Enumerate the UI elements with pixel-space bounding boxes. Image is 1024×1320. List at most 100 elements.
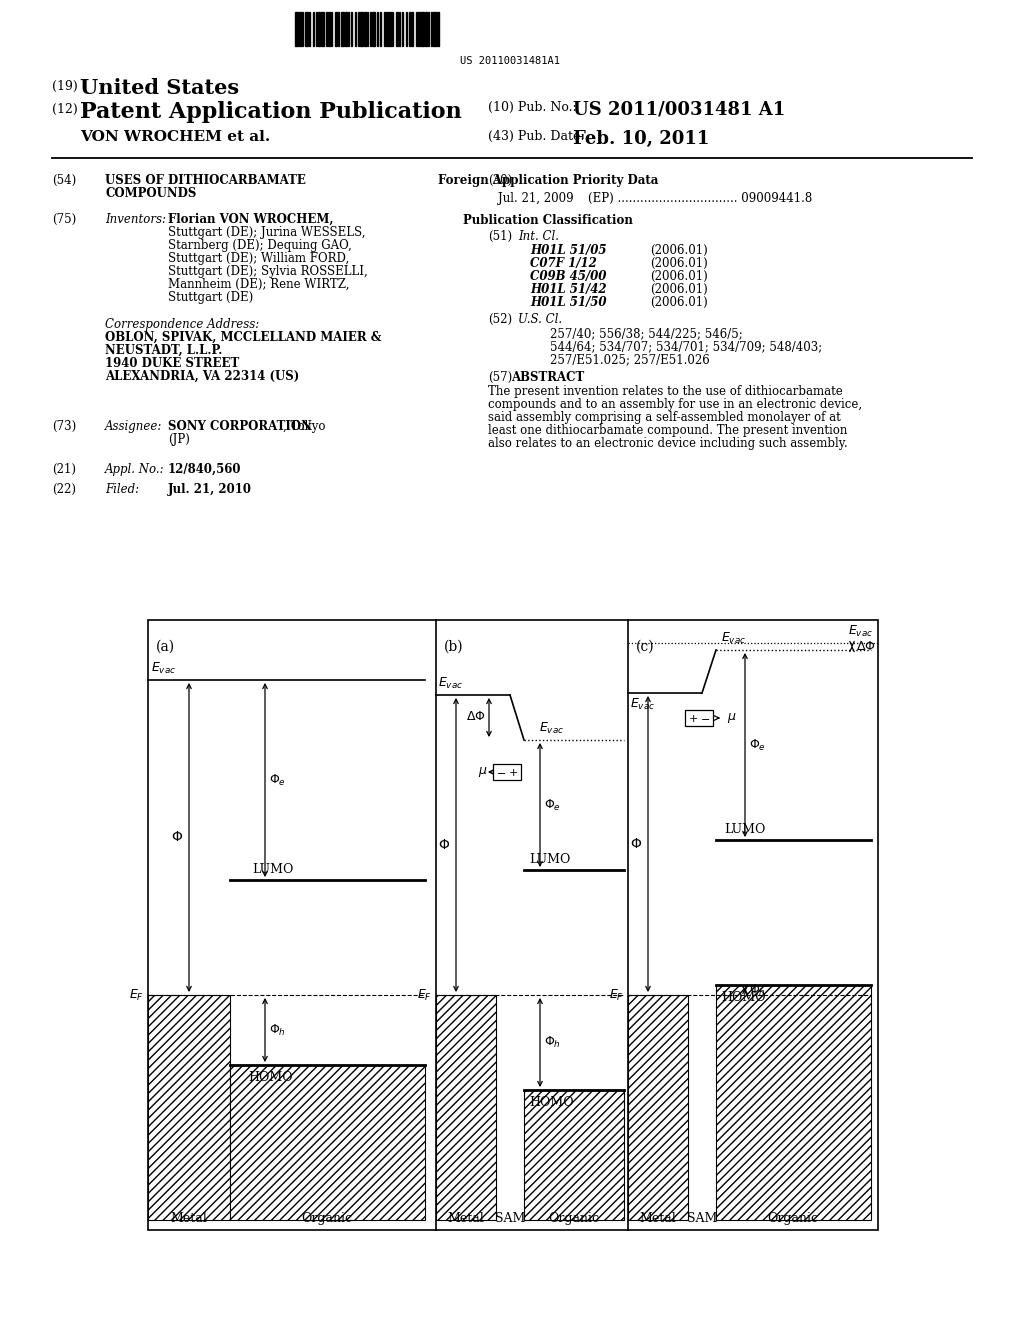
Text: H01L 51/05: H01L 51/05 bbox=[530, 244, 606, 257]
Text: $E_{vac}$: $E_{vac}$ bbox=[438, 676, 463, 690]
Text: said assembly comprising a self-assembled monolayer of at: said assembly comprising a self-assemble… bbox=[488, 411, 841, 424]
Text: LUMO: LUMO bbox=[529, 853, 570, 866]
Text: HOMO: HOMO bbox=[529, 1096, 573, 1109]
Text: $\Phi_e$: $\Phi_e$ bbox=[544, 797, 561, 813]
Text: (21): (21) bbox=[52, 463, 76, 477]
Text: Organic: Organic bbox=[549, 1212, 599, 1225]
Text: (2006.01): (2006.01) bbox=[650, 296, 708, 309]
Bar bbox=[299, 12, 301, 46]
Text: $E_F$: $E_F$ bbox=[609, 987, 624, 1003]
Bar bbox=[436, 995, 496, 1220]
Text: Int. Cl.: Int. Cl. bbox=[518, 230, 559, 243]
Text: ABSTRACT: ABSTRACT bbox=[511, 371, 585, 384]
Text: $E_F$: $E_F$ bbox=[129, 987, 144, 1003]
Bar bbox=[335, 12, 337, 46]
Bar bbox=[433, 12, 436, 46]
Bar bbox=[305, 12, 308, 46]
Text: Inventors:: Inventors: bbox=[105, 213, 166, 226]
Text: SAM: SAM bbox=[687, 1212, 717, 1225]
Bar bbox=[425, 12, 427, 46]
Text: Stuttgart (DE); Sylvia ROSSELLI,: Stuttgart (DE); Sylvia ROSSELLI, bbox=[168, 265, 368, 279]
Bar bbox=[364, 12, 366, 46]
Text: $\Phi_h$: $\Phi_h$ bbox=[269, 1023, 286, 1038]
Text: C09B 45/00: C09B 45/00 bbox=[530, 271, 606, 282]
Text: $E_F$: $E_F$ bbox=[417, 987, 432, 1003]
Text: United States: United States bbox=[80, 78, 240, 98]
Bar bbox=[389, 12, 391, 46]
Bar bbox=[437, 12, 439, 46]
Text: Jul. 21, 2009: Jul. 21, 2009 bbox=[498, 191, 573, 205]
Bar bbox=[295, 12, 298, 46]
Text: Metal: Metal bbox=[640, 1212, 677, 1225]
Text: 1940 DUKE STREET: 1940 DUKE STREET bbox=[105, 356, 240, 370]
Text: Assignee:: Assignee: bbox=[105, 420, 163, 433]
Bar bbox=[685, 710, 713, 726]
Text: Metal: Metal bbox=[447, 1212, 484, 1225]
Text: $-$: $-$ bbox=[700, 713, 711, 723]
Text: Feb. 10, 2011: Feb. 10, 2011 bbox=[573, 129, 710, 148]
Text: SONY CORPORATION: SONY CORPORATION bbox=[168, 420, 312, 433]
Bar bbox=[411, 12, 413, 46]
Text: (2006.01): (2006.01) bbox=[650, 244, 708, 257]
Text: (75): (75) bbox=[52, 213, 76, 226]
Text: Starnberg (DE); Dequing GAO,: Starnberg (DE); Dequing GAO, bbox=[168, 239, 352, 252]
Text: (73): (73) bbox=[52, 420, 76, 433]
Text: Filed:: Filed: bbox=[105, 483, 139, 496]
Text: $-$: $-$ bbox=[496, 767, 506, 777]
Text: (57): (57) bbox=[488, 371, 512, 384]
Text: also relates to an electronic device including such assembly.: also relates to an electronic device inc… bbox=[488, 437, 848, 450]
Text: (EP) ................................ 09009441.8: (EP) ................................ 09… bbox=[588, 191, 812, 205]
Text: Stuttgart (DE); Jurina WESSELS,: Stuttgart (DE); Jurina WESSELS, bbox=[168, 226, 366, 239]
Text: Metal: Metal bbox=[171, 1212, 208, 1225]
Text: $\Phi_h$: $\Phi_h$ bbox=[544, 1035, 561, 1049]
Text: Mannheim (DE); Rene WIRTZ,: Mannheim (DE); Rene WIRTZ, bbox=[168, 279, 349, 290]
Text: $\Phi$: $\Phi$ bbox=[438, 838, 450, 851]
Text: Stuttgart (DE): Stuttgart (DE) bbox=[168, 290, 253, 304]
Text: (51): (51) bbox=[488, 230, 512, 243]
Text: Foreign Application Priority Data: Foreign Application Priority Data bbox=[438, 174, 658, 187]
Text: (2006.01): (2006.01) bbox=[650, 257, 708, 271]
Bar bbox=[341, 12, 344, 46]
Text: $\Phi_h$: $\Phi_h$ bbox=[749, 982, 766, 998]
Text: , Tokyo: , Tokyo bbox=[283, 420, 326, 433]
Bar bbox=[372, 12, 375, 46]
Bar bbox=[396, 12, 398, 46]
Bar bbox=[360, 12, 362, 46]
Bar bbox=[386, 12, 388, 46]
Text: C07F 1/12: C07F 1/12 bbox=[530, 257, 597, 271]
Text: HOMO: HOMO bbox=[721, 991, 766, 1005]
Bar bbox=[148, 620, 878, 1230]
Text: Correspondence Address:: Correspondence Address: bbox=[105, 318, 259, 331]
Text: Stuttgart (DE); William FORD,: Stuttgart (DE); William FORD, bbox=[168, 252, 349, 265]
Text: Organic: Organic bbox=[301, 1212, 352, 1225]
Text: 544/64; 534/707; 534/701; 534/709; 548/403;: 544/64; 534/707; 534/701; 534/709; 548/4… bbox=[550, 341, 822, 352]
Text: SAM: SAM bbox=[495, 1212, 525, 1225]
Bar bbox=[148, 995, 230, 1220]
Text: $E_{vac}$: $E_{vac}$ bbox=[721, 631, 746, 645]
Text: LUMO: LUMO bbox=[724, 822, 765, 836]
Text: Appl. No.:: Appl. No.: bbox=[105, 463, 165, 477]
Text: NEUSTADT, L.L.P.: NEUSTADT, L.L.P. bbox=[105, 345, 222, 356]
Bar bbox=[321, 12, 324, 46]
Bar bbox=[716, 985, 871, 1220]
Text: (12): (12) bbox=[52, 103, 78, 116]
Text: $E_{vac}$: $E_{vac}$ bbox=[630, 697, 655, 711]
Text: LUMO: LUMO bbox=[252, 863, 293, 876]
Text: COMPOUNDS: COMPOUNDS bbox=[105, 187, 197, 201]
Text: $\mu$: $\mu$ bbox=[727, 711, 736, 725]
Text: least one dithiocarbamate compound. The present invention: least one dithiocarbamate compound. The … bbox=[488, 424, 848, 437]
Text: (c): (c) bbox=[636, 640, 654, 653]
Bar bbox=[345, 12, 347, 46]
Text: (2006.01): (2006.01) bbox=[650, 271, 708, 282]
Text: Florian VON WROCHEM,: Florian VON WROCHEM, bbox=[168, 213, 334, 226]
Text: $E_{vac}$: $E_{vac}$ bbox=[151, 661, 176, 676]
Text: (2006.01): (2006.01) bbox=[650, 282, 708, 296]
Bar bbox=[524, 1090, 624, 1220]
Text: VON WROCHEM et al.: VON WROCHEM et al. bbox=[80, 129, 270, 144]
Text: $\Phi$: $\Phi$ bbox=[171, 830, 183, 843]
Bar bbox=[230, 1065, 425, 1220]
Text: $\Phi$: $\Phi$ bbox=[630, 837, 642, 851]
Text: H01L 51/42: H01L 51/42 bbox=[530, 282, 606, 296]
Text: (19): (19) bbox=[52, 81, 78, 92]
Text: U.S. Cl.: U.S. Cl. bbox=[518, 313, 562, 326]
